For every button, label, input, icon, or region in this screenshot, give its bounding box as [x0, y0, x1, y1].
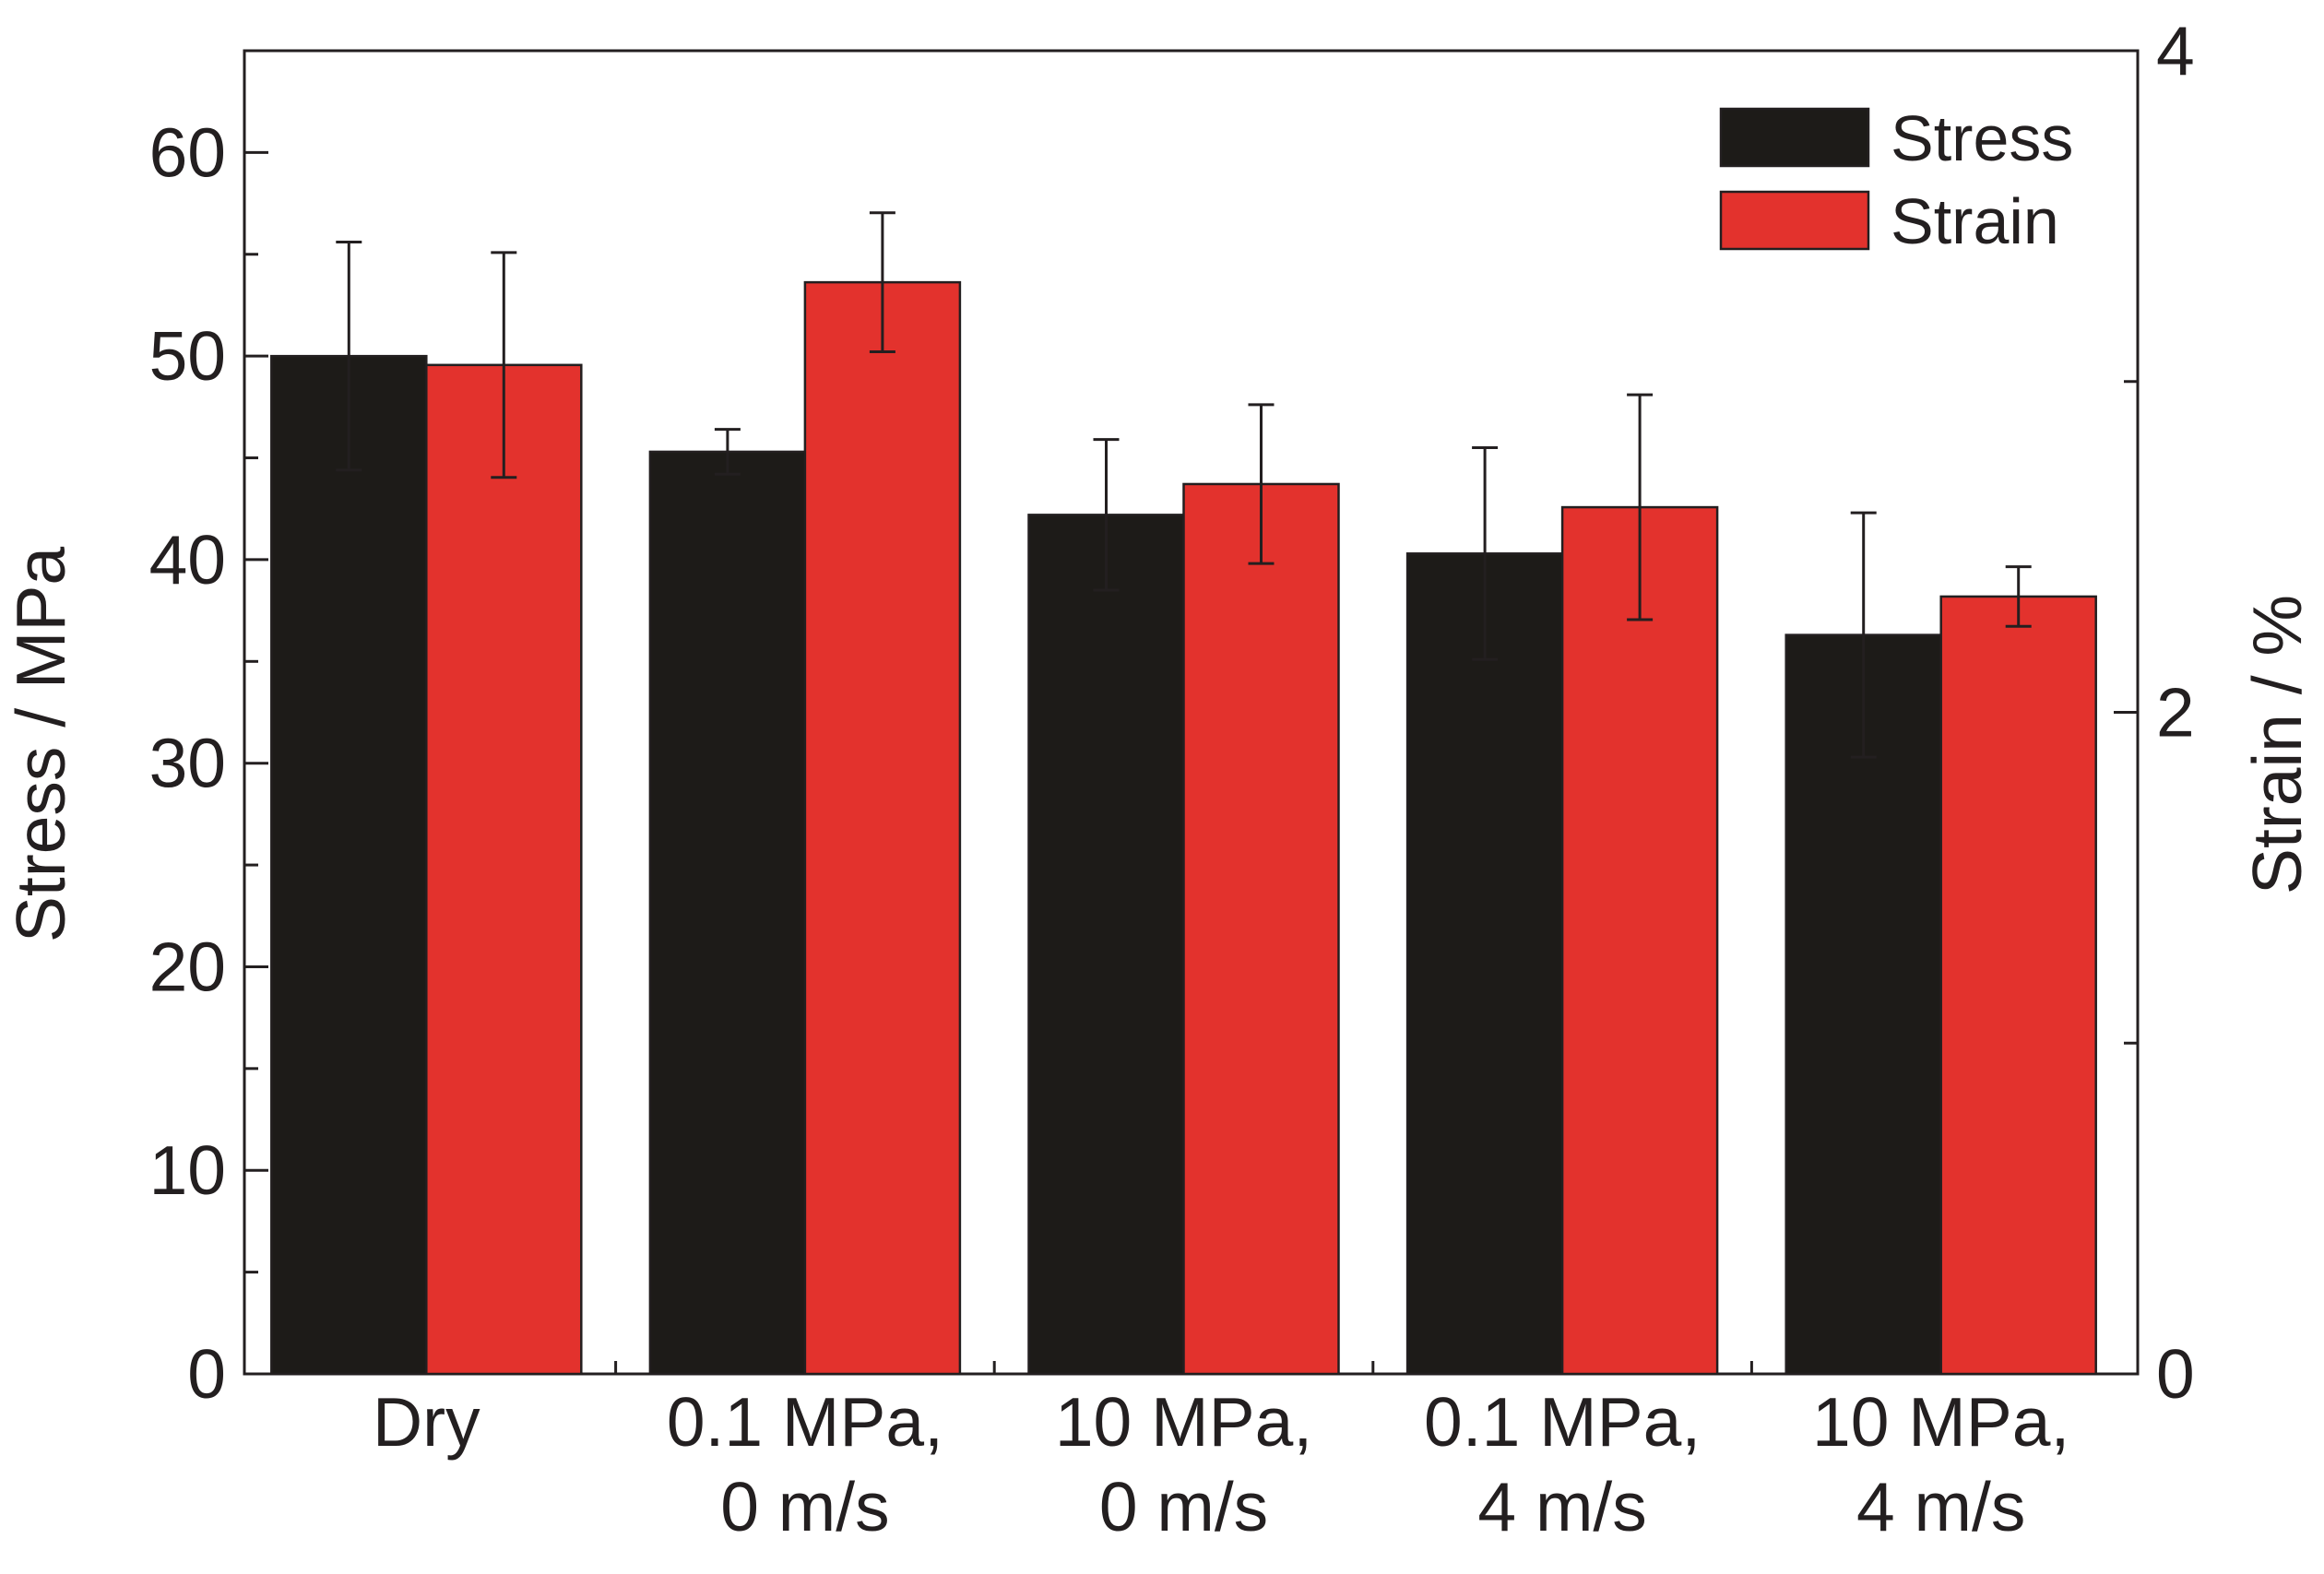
bar-strain-1 [803, 280, 962, 1376]
bar-stress-0 [270, 354, 428, 1376]
y-tick-label-10: 10 [149, 1131, 226, 1209]
legend-swatch-strain [1719, 190, 1870, 251]
y-tick-label-30: 30 [149, 725, 226, 802]
bar-strain-2 [1182, 482, 1340, 1376]
x-tick-label-line: 10 MPa, [1055, 1383, 1312, 1461]
legend: Stress Strain [1719, 102, 2073, 257]
x-tick-label-line: 0.1 MPa, [1424, 1383, 1701, 1461]
ticks-group [244, 49, 2138, 1376]
x-tick-label-line: 4 m/s [1477, 1468, 1646, 1545]
y2-axis-title: Strain / % [2238, 595, 2316, 894]
error-bars-group [336, 211, 2032, 759]
y-tick-label-50: 50 [149, 317, 226, 395]
x-tick-label-1: 0.1 MPa, 0 m/s [667, 1383, 943, 1545]
y-tick-label-60: 60 [149, 113, 226, 191]
x-tick-label-3: 0.1 MPa, 4 m/s [1424, 1383, 1701, 1545]
x-tick-label-2: 10 MPa, 0 m/s [1055, 1383, 1312, 1545]
x-tick-label-line: 0 m/s [1099, 1468, 1268, 1545]
labels-group: Dry 0.1 MPa, 0 m/s10 MPa, 0 m/s0.1 MPa, 4 m/… [2, 12, 2316, 1545]
x-tick-label-line: 4 m/s [1856, 1468, 2025, 1545]
y2-tick-label-0: 0 [2156, 1335, 2195, 1413]
bar-stress-3 [1405, 552, 1564, 1376]
bar-strain-4 [1939, 595, 2097, 1376]
x-tick-label-4: 10 MPa, 4 m/s [1812, 1383, 2069, 1545]
x-tick-label-0: Dry [373, 1383, 480, 1461]
bar-strain-3 [1560, 505, 1719, 1376]
x-tick-label-line: Dry [373, 1383, 480, 1461]
bar-stress-2 [1027, 514, 1185, 1376]
y-tick-label-0: 0 [187, 1335, 226, 1413]
bar-strain-0 [425, 363, 583, 1376]
x-tick-label-line: 10 MPa, [1812, 1383, 2069, 1461]
legend-label-stress: Stress [1891, 102, 2073, 174]
y-tick-label-40: 40 [149, 521, 226, 598]
x-tick-label-line: 0 m/s [720, 1468, 889, 1545]
y-tick-label-20: 20 [149, 928, 226, 1005]
y-axis-title: Stress / MPa [2, 547, 79, 943]
x-tick-label-line: 0.1 MPa, [667, 1383, 943, 1461]
y2-tick-label-2: 2 [2156, 674, 2195, 751]
legend-label-strain: Strain [1891, 185, 2059, 257]
bar-stress-1 [648, 450, 807, 1376]
legend-swatch-stress [1719, 107, 1870, 168]
y2-tick-label-4: 4 [2156, 12, 2195, 89]
bars-group [270, 280, 2097, 1376]
